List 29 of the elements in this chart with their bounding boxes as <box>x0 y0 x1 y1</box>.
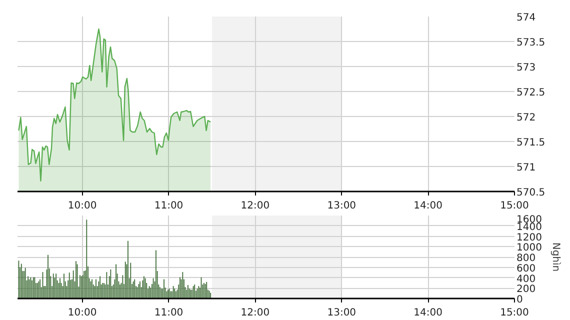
x-tick-label: 14:00 <box>414 308 442 318</box>
x-tick-label: 11:00 <box>154 308 184 318</box>
x-tick-label: 13:00 <box>327 200 356 212</box>
x-tick-label: 10:00 <box>68 200 97 212</box>
y-tick-label: 573.5 <box>516 38 546 48</box>
x-tick-label: 15:00 <box>500 308 529 318</box>
y-tick-label: 574 <box>516 12 536 24</box>
x-tick-label: 10:00 <box>68 308 97 318</box>
x-tick-label: 15:00 <box>500 200 529 212</box>
y-tick-label: 570.5 <box>516 188 546 198</box>
x-tick-label: 11:00 <box>154 200 184 212</box>
y-tick-label: 571 <box>516 162 536 174</box>
y-tick-label: 200 <box>516 284 536 296</box>
y-tick-label: 0 <box>516 294 523 306</box>
y-tick-label: 600 <box>516 263 536 274</box>
y-tick-label: 572.5 <box>516 88 546 98</box>
x-tick-label: 12:00 <box>240 308 270 318</box>
y-tick-label: 1200 <box>516 232 542 244</box>
x-tick-label: 13:00 <box>327 308 356 318</box>
y-tick-label: 1000 <box>516 242 542 254</box>
x-tick-label: 14:00 <box>414 200 442 212</box>
y-tick-label: 572 <box>516 112 536 124</box>
y-tick-label: 400 <box>516 274 536 285</box>
y-tick-label: 1400 <box>516 222 542 233</box>
y-tick-label: 573 <box>516 62 536 74</box>
x-tick-label: 12:00 <box>240 200 270 212</box>
y-tick-label: 571.5 <box>516 138 546 148</box>
y-tick-label: 800 <box>516 253 536 264</box>
y-axis-title: Nghìn <box>550 242 561 272</box>
